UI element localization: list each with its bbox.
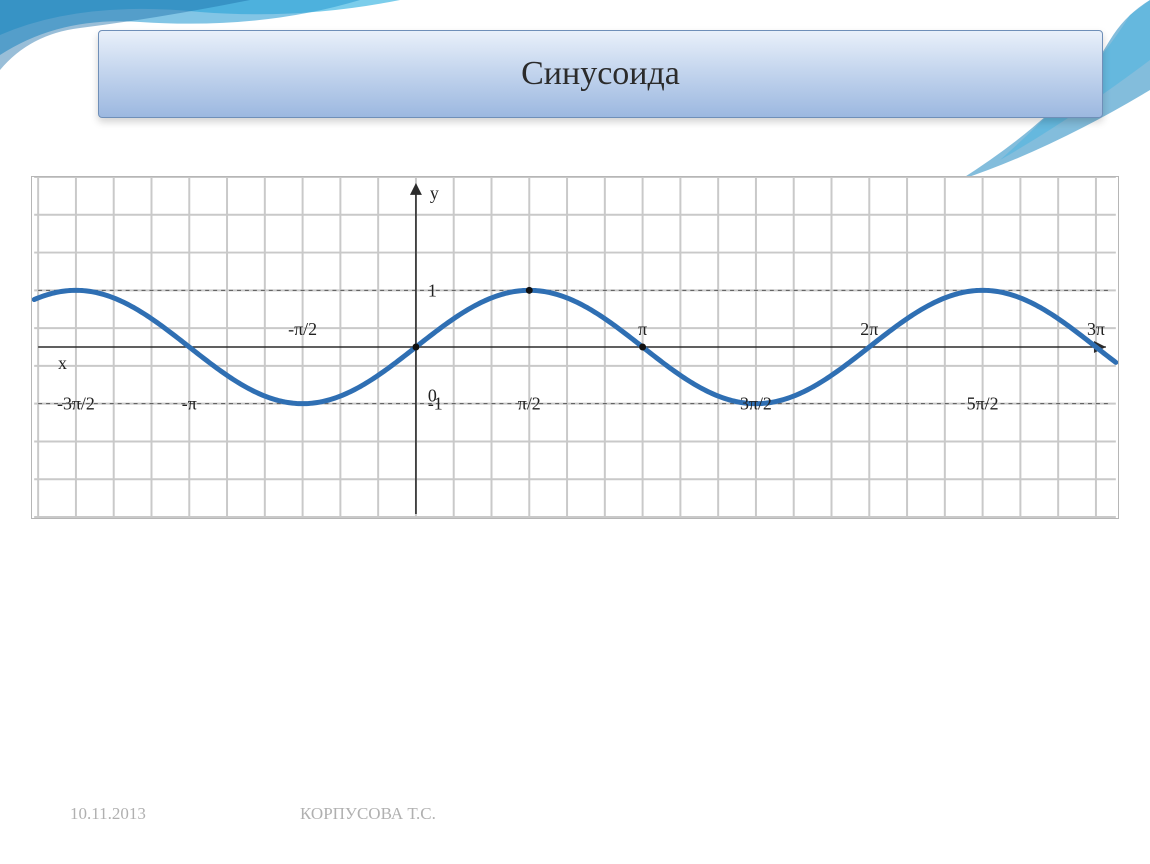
footer-author: КОРПУСОВА Т.С.	[300, 804, 436, 824]
svg-text:3π: 3π	[1087, 319, 1105, 339]
svg-text:1: 1	[428, 280, 437, 300]
sine-chart-svg: yx01-1-3π/2-π-π/2π/2π3π/22π5π/23π	[32, 177, 1118, 518]
svg-text:π: π	[638, 319, 647, 339]
svg-text:5π/2: 5π/2	[967, 394, 999, 414]
sine-chart: yx01-1-3π/2-π-π/2π/2π3π/22π5π/23π	[31, 176, 1119, 519]
svg-text:-1: -1	[428, 394, 443, 414]
x-axis-label: x	[58, 353, 67, 373]
slide-title-box: Синусоида	[98, 30, 1103, 118]
svg-text:3π/2: 3π/2	[740, 394, 772, 414]
y-axis-label: y	[430, 183, 439, 203]
slide-title: Синусоида	[521, 55, 680, 93]
svg-text:π/2: π/2	[518, 394, 541, 414]
svg-text:-π: -π	[182, 394, 197, 414]
svg-text:-π/2: -π/2	[288, 319, 317, 339]
footer-date: 10.11.2013	[70, 804, 146, 824]
svg-text:2π: 2π	[860, 319, 878, 339]
svg-text:-3π/2: -3π/2	[57, 394, 95, 414]
